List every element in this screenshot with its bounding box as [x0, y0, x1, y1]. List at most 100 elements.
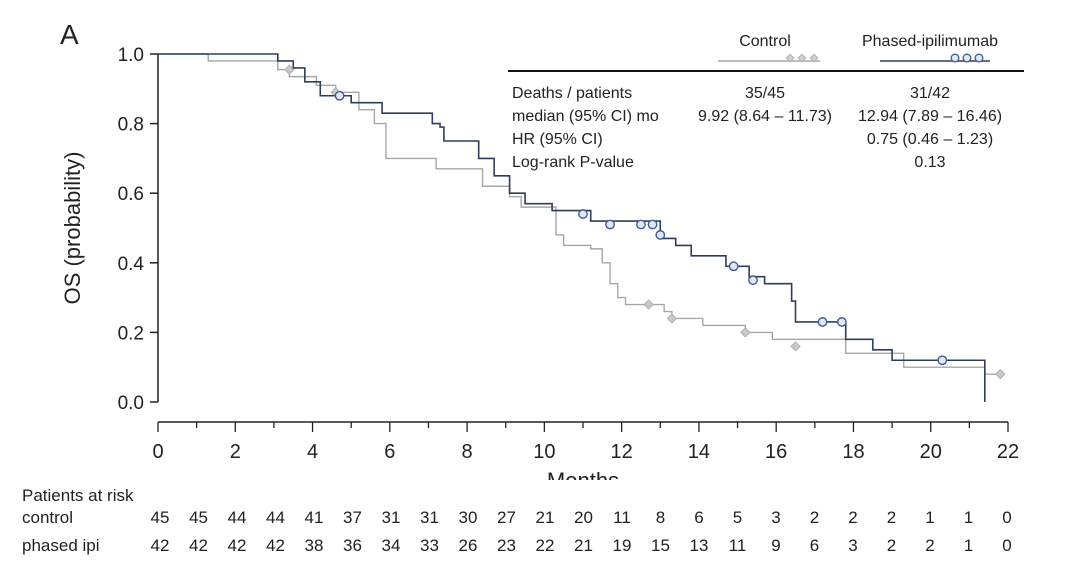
legend-marker-phased [950, 53, 960, 63]
risk-value: 11 [728, 536, 747, 555]
risk-value: 13 [689, 536, 709, 555]
risk-value: 1 [963, 536, 974, 555]
risk-value: 2 [848, 508, 858, 527]
risk-value: 6 [809, 536, 820, 555]
x-tick-label: 2 [230, 441, 241, 463]
risk-value: 27 [497, 508, 516, 527]
risk-value: 2 [886, 536, 897, 555]
x-axis-label: Months [547, 468, 619, 480]
risk-value: 34 [381, 536, 401, 555]
risk-value: 9 [771, 536, 781, 555]
risk-table-title: Patients at risk [22, 486, 134, 505]
legend-row-control: 35/45 [745, 85, 785, 102]
km-chart: A 0.0 0.2 0.4 0.6 0.8 1.0 0 2 4 6 8 10 12 14 16 18 20 22 M… [60, 19, 1024, 480]
x-tick-label: 6 [384, 441, 395, 463]
censor-mark-phased [578, 209, 588, 219]
censor-mark-control [740, 327, 751, 338]
risk-value: 22 [535, 536, 555, 555]
x-tick-label: 12 [611, 441, 633, 463]
risk-value: 15 [651, 536, 670, 555]
risk-value: 21 [535, 508, 555, 527]
risk-value: 3 [771, 508, 781, 527]
censor-mark-phased [937, 355, 948, 366]
censor-mark-phased [728, 261, 739, 272]
censor-mark-phased [748, 275, 758, 286]
risk-value: 45 [150, 508, 170, 527]
risk-value: 11 [613, 508, 631, 527]
legend-marker-control [785, 53, 795, 63]
legend-marker-control [809, 53, 819, 63]
risk-value: 2 [809, 508, 820, 527]
risk-value: 2 [925, 536, 935, 555]
legend-row-phased: 12.94 (7.89 – 16.46) [858, 108, 1002, 125]
x-tick-label: 22 [997, 441, 1019, 463]
risk-value: 38 [304, 536, 324, 555]
risk-value: 2 [886, 508, 897, 527]
risk-value: 1 [925, 508, 935, 527]
risk-value: 6 [694, 508, 704, 527]
censor-mark-control [643, 299, 654, 310]
x-tick-label: 14 [688, 441, 710, 463]
axes: 0.0 0.2 0.4 0.6 0.8 1.0 0 2 4 6 8 10 12 14 16 18 20 22 Mon… [60, 45, 1019, 480]
risk-value: 5 [732, 508, 743, 527]
censor-mark-control [666, 313, 678, 324]
legend-marker-phased [962, 53, 972, 63]
risk-value: 0 [1002, 536, 1012, 555]
risk-value: 37 [343, 508, 362, 527]
risk-value: 44 [266, 508, 285, 527]
x-tick-label: 10 [533, 441, 555, 463]
risk-value: 21 [574, 536, 593, 555]
risk-value: 36 [343, 536, 362, 555]
risk-value: 0 [1002, 508, 1012, 527]
risk-value: 19 [612, 536, 632, 555]
x-tick-label: 16 [765, 441, 787, 463]
legend-row-label: median (95% CI) mo [512, 108, 659, 125]
panel-label: A [60, 19, 79, 50]
censor-mark-phased [655, 230, 666, 240]
censor-mark-phased [836, 317, 847, 327]
legend-row-phased: 0.75 (0.46 – 1.23) [867, 131, 993, 148]
x-tick-label: 20 [920, 441, 942, 463]
y-tick-label: 0.2 [118, 323, 144, 344]
risk-value: 42 [266, 536, 285, 555]
censor-mark-control [790, 341, 801, 352]
y-tick-label: 0.0 [118, 393, 144, 414]
legend-table: Control Phased-ipilimumab Deaths / patient… [508, 33, 1024, 171]
risk-row-label: phased ipi [22, 536, 100, 555]
x-tick-label: 0 [152, 441, 163, 463]
x-tick-label: 4 [307, 441, 318, 463]
legend-marker-phased [974, 53, 984, 63]
censor-mark-control [995, 368, 1006, 380]
risk-value: 31 [381, 508, 401, 527]
risk-value: 31 [420, 508, 439, 527]
risk-value: 3 [848, 536, 858, 555]
risk-row-label: control [22, 508, 74, 527]
censor-mark-phased [334, 90, 345, 101]
legend-header-control: Control [739, 33, 791, 50]
risk-value: 42 [227, 536, 247, 555]
risk-value: 8 [655, 508, 666, 527]
x-tick-label: 8 [462, 441, 473, 463]
legend-marker-control [797, 53, 807, 63]
censor-mark-phased [636, 219, 646, 230]
censor-mark-phased [647, 219, 658, 230]
y-tick-label: 1.0 [118, 45, 144, 66]
x-tick-label: 18 [842, 441, 864, 463]
risk-value: 30 [458, 508, 478, 527]
legend-header-phased: Phased-ipilimumab [862, 33, 998, 50]
risk-value: 26 [458, 536, 478, 555]
risk-value: 33 [420, 536, 439, 555]
risk-value: 44 [227, 508, 247, 527]
risk-value: 42 [189, 536, 208, 555]
censor-mark-phased [605, 219, 615, 230]
legend-row-phased: 31/42 [910, 85, 950, 102]
legend-row-label: Log-rank P-value [512, 154, 634, 171]
legend-row-label: HR (95% CI) [512, 131, 603, 148]
risk-value: 23 [497, 536, 516, 555]
legend-row-phased: 0.13 [914, 154, 945, 171]
y-tick-label: 0.6 [118, 184, 144, 205]
risk-value: 1 [963, 508, 974, 527]
survival-curves [158, 53, 1006, 402]
legend-row-control: 9.92 (8.64 – 11.73) [698, 108, 832, 125]
risk-value: 20 [574, 508, 593, 527]
